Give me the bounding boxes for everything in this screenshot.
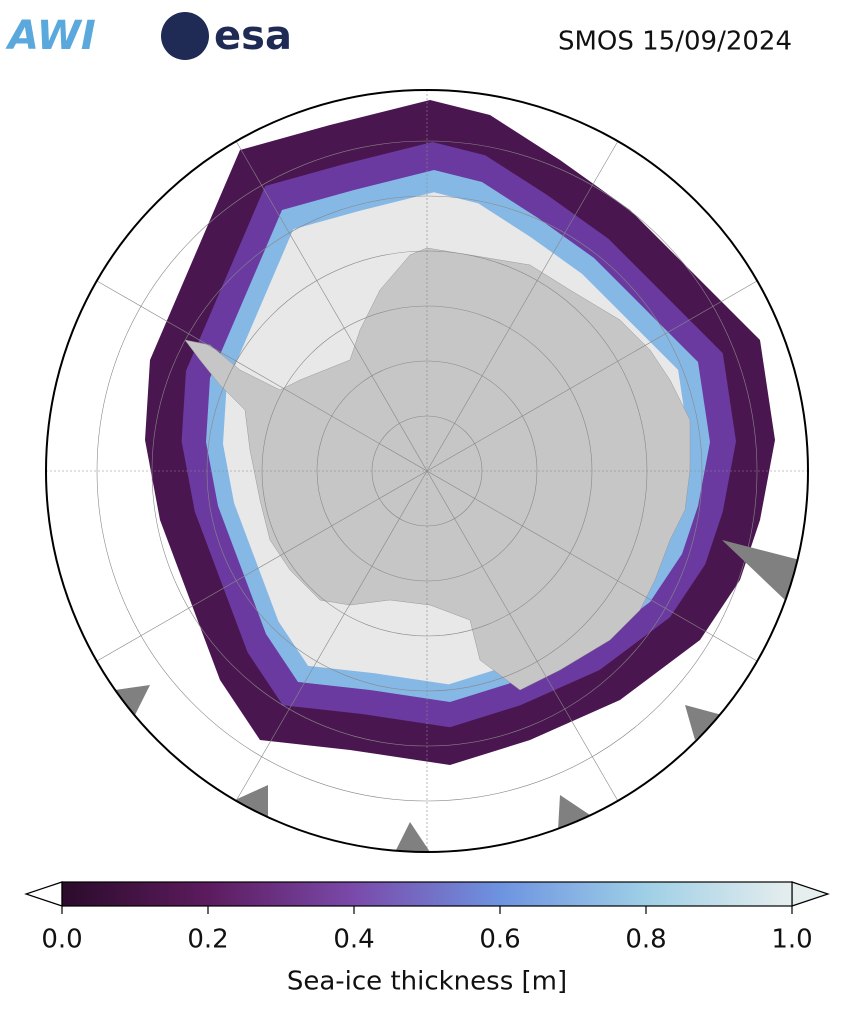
land xyxy=(722,540,800,600)
land xyxy=(558,795,590,830)
logo-esa: esa xyxy=(214,13,292,59)
land xyxy=(115,685,150,715)
colorbar-tick-label: 1.0 xyxy=(771,925,812,955)
land xyxy=(235,785,268,820)
logo-esa-icon xyxy=(161,12,209,60)
title: SMOS 15/09/2024 xyxy=(558,27,792,57)
map xyxy=(46,90,808,852)
colorbar-tick-label: 0.0 xyxy=(41,925,82,955)
antarctica xyxy=(184,247,691,691)
colorbar xyxy=(24,881,830,907)
colorbar-tick-label: 0.4 xyxy=(333,925,374,955)
land xyxy=(395,822,430,852)
colorbar-label: Sea-ice thickness [m] xyxy=(287,967,567,997)
colorbar-extend-low xyxy=(24,881,63,907)
map-border xyxy=(45,89,809,853)
land xyxy=(685,705,722,740)
graticule xyxy=(46,90,808,852)
colorbar-bar xyxy=(61,881,793,907)
colorbar-tick-label: 0.6 xyxy=(479,925,520,955)
colorbar-tick-label: 0.2 xyxy=(187,925,228,955)
colorbar-tick-label: 0.8 xyxy=(625,925,666,955)
logo-awi: AWI xyxy=(5,13,96,59)
colorbar-extend-high xyxy=(791,881,830,907)
